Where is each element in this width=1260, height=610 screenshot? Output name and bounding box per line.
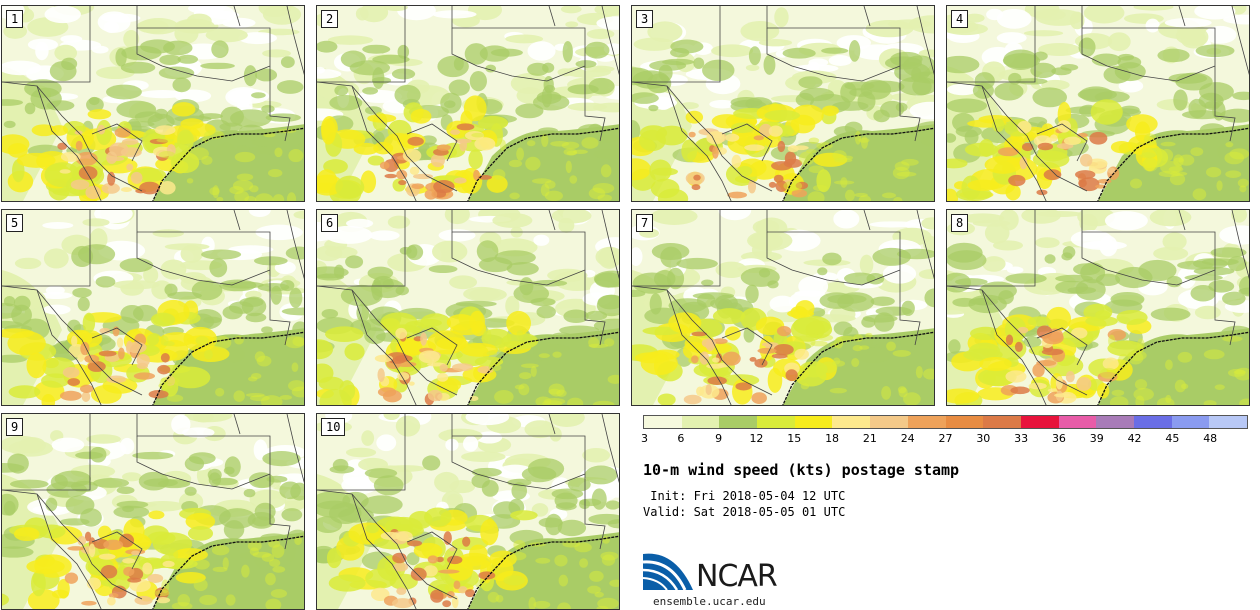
wind-speed-map bbox=[317, 6, 619, 201]
colorbar-tick: 21 bbox=[862, 432, 877, 445]
colorbar-swatch bbox=[832, 416, 871, 428]
colorbar-swatch bbox=[983, 416, 1021, 428]
map-panel-9: 9 bbox=[1, 413, 305, 610]
wind-speed-map bbox=[947, 210, 1249, 405]
panel-number: 7 bbox=[636, 214, 654, 232]
colorbar-tick: 33 bbox=[1014, 432, 1029, 445]
panel-number: 6 bbox=[321, 214, 339, 232]
colorbar-swatch bbox=[1171, 416, 1210, 428]
colorbar-swatch bbox=[644, 416, 682, 428]
map-panel-8: 8 bbox=[946, 209, 1250, 406]
colorbar-tick: 12 bbox=[749, 432, 764, 445]
colorbar-tick: 36 bbox=[1051, 432, 1066, 445]
colorbar-swatch bbox=[757, 416, 795, 428]
colorbar-swatch bbox=[945, 416, 984, 428]
colorbar-tick: 6 bbox=[677, 432, 685, 445]
map-panel-7: 7 bbox=[631, 209, 935, 406]
panel-number: 1 bbox=[6, 10, 24, 28]
colorbar-tick: 24 bbox=[900, 432, 915, 445]
wind-speed-map bbox=[2, 210, 304, 405]
wind-speed-map bbox=[2, 6, 304, 201]
colorbar-tick: 9 bbox=[715, 432, 723, 445]
map-panel-6: 6 bbox=[316, 209, 620, 406]
panel-number: 3 bbox=[636, 10, 654, 28]
colorbar-swatch bbox=[907, 416, 946, 428]
colorbar-tick: 3 bbox=[641, 432, 648, 445]
colorbar-swatch bbox=[1096, 416, 1134, 428]
colorbar-swatch bbox=[719, 416, 758, 428]
colorbar-swatch bbox=[794, 416, 833, 428]
wind-speed-map bbox=[317, 210, 619, 405]
colorbar-swatch bbox=[681, 416, 720, 428]
colorbar-tick: 27 bbox=[938, 432, 953, 445]
map-panel-4: 4 bbox=[946, 5, 1250, 202]
colorbar-tick: 42 bbox=[1127, 432, 1142, 445]
colorbar-swatch bbox=[870, 416, 908, 428]
map-panel-2: 2 bbox=[316, 5, 620, 202]
panel-number: 9 bbox=[6, 418, 24, 436]
wind-speed-map bbox=[2, 414, 304, 609]
colorbar-tick: 45 bbox=[1165, 432, 1180, 445]
colorbar-swatch bbox=[1058, 416, 1097, 428]
map-panel-1: 1 bbox=[1, 5, 305, 202]
panel-number: 2 bbox=[321, 10, 339, 28]
panel-number: 4 bbox=[951, 10, 969, 28]
map-panel-10: 10 bbox=[316, 413, 620, 610]
panel-number: 10 bbox=[321, 418, 346, 436]
wind-speed-map bbox=[632, 210, 934, 405]
colorbar-swatch bbox=[1020, 416, 1059, 428]
colorbar-swatch bbox=[1209, 416, 1247, 428]
colorbar-tick: 48 bbox=[1203, 432, 1218, 445]
colorbar-tick: 15 bbox=[787, 432, 802, 445]
map-panel-3: 3 bbox=[631, 5, 935, 202]
ensemble-url: ensemble.ucar.edu bbox=[653, 595, 766, 608]
wind-speed-map bbox=[317, 414, 619, 609]
valid-time: Valid: Sat 2018-05-05 01 UTC bbox=[643, 505, 846, 519]
init-time: Init: Fri 2018-05-04 12 UTC bbox=[643, 489, 846, 503]
chart-title: 10-m wind speed (kts) postage stamp bbox=[643, 461, 960, 479]
map-panel-5: 5 bbox=[1, 209, 305, 406]
wind-speed-colorbar bbox=[643, 415, 1248, 429]
panel-number: 8 bbox=[951, 214, 969, 232]
colorbar-tick: 18 bbox=[825, 432, 840, 445]
colorbar-swatch bbox=[1133, 416, 1172, 428]
ncar-logo-text: NCAR bbox=[696, 559, 778, 594]
colorbar-tick-labels: 3 6 9 12 15 18 21 24 27 30 33 36 39 42 45 48 bbox=[641, 432, 1248, 446]
colorbar-tick: 39 bbox=[1089, 432, 1104, 445]
wind-speed-map bbox=[632, 6, 934, 201]
panel-number: 5 bbox=[6, 214, 24, 232]
colorbar-tick: 30 bbox=[976, 432, 991, 445]
wind-speed-map bbox=[947, 6, 1249, 201]
ncar-logo-icon bbox=[642, 553, 693, 591]
